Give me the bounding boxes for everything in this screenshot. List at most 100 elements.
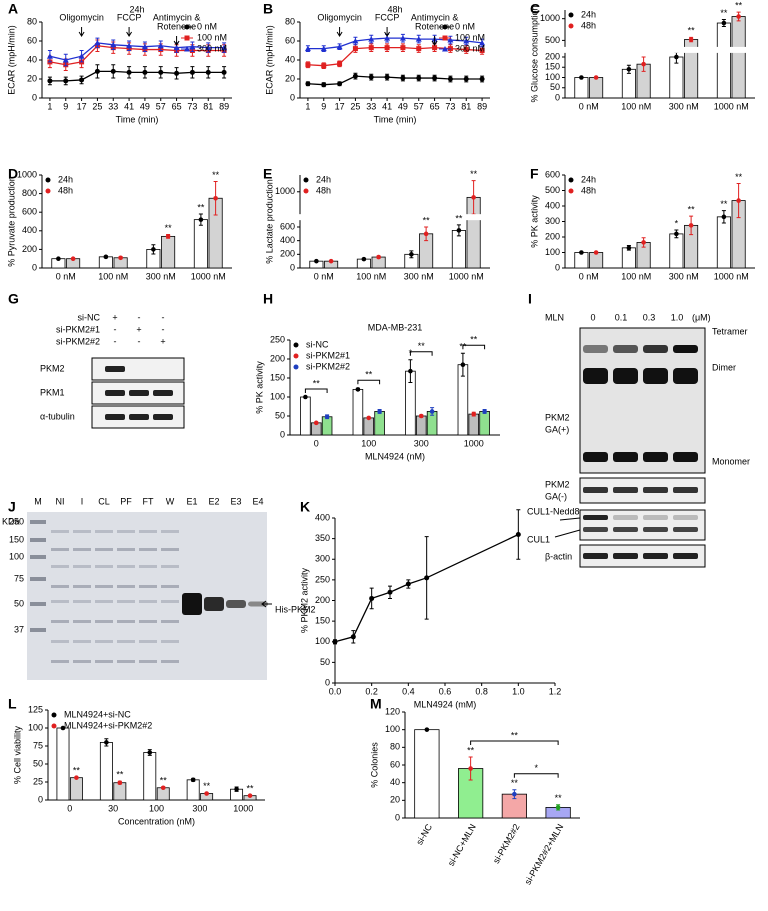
legend-label: 24h	[58, 174, 73, 184]
bracket	[304, 388, 328, 393]
legend-label: 24h	[581, 9, 596, 19]
y-tick-label: 50	[320, 657, 330, 667]
sign: +	[112, 312, 117, 322]
band	[643, 527, 668, 532]
legend-marker	[184, 46, 190, 52]
x-tick-label: 81	[461, 101, 471, 111]
data-point	[337, 61, 343, 67]
data-point	[368, 36, 375, 42]
data-point	[361, 256, 367, 262]
data-point	[160, 785, 166, 791]
data-point	[479, 48, 485, 53]
significance-label: **	[735, 1, 743, 11]
chart-title: MDA-MB-231	[368, 322, 423, 332]
lane-label: NI	[56, 496, 65, 506]
bar	[186, 779, 200, 801]
x-tick-label: 17	[335, 101, 345, 111]
x-tick-label: 41	[382, 101, 392, 111]
annotation-arrow	[431, 36, 438, 46]
y-tick-label: 40	[285, 54, 295, 64]
data-point	[205, 69, 211, 75]
data-point	[368, 45, 374, 51]
band	[139, 548, 157, 551]
x-tick-label: 65	[430, 101, 440, 111]
band	[73, 640, 91, 643]
x-tick-label: 25	[92, 101, 102, 111]
x-tick-label: 300	[414, 438, 429, 448]
y-tick-label: 0	[280, 429, 285, 439]
x-tick-label: 100 nM	[621, 271, 651, 281]
x-tick-label: 0.8	[475, 686, 488, 696]
y-tick-label: 20	[390, 795, 400, 805]
data-point	[198, 217, 204, 222]
bar	[321, 416, 333, 436]
series-line	[307, 37, 483, 50]
data-point	[74, 775, 79, 780]
band	[73, 620, 91, 623]
y-axis-label: ECAR (mpH/min)	[264, 25, 274, 95]
bar	[99, 742, 113, 801]
band	[613, 515, 638, 520]
y-tick-label: 120	[385, 706, 400, 716]
data-point	[416, 46, 422, 52]
bar	[161, 235, 176, 269]
x-tick-label: 49	[140, 101, 150, 111]
band	[51, 548, 69, 551]
legend-marker	[568, 177, 574, 183]
x-tick-label: si-NC	[414, 822, 434, 847]
band	[643, 345, 668, 353]
band	[643, 368, 668, 384]
panel-letter: D	[8, 166, 18, 182]
data-point	[366, 415, 372, 421]
data-point	[328, 258, 334, 264]
row-label: β-actin	[545, 551, 572, 561]
y-tick-label: 250	[270, 334, 285, 344]
dose-label: 0.3	[643, 312, 656, 322]
band	[673, 515, 698, 520]
x-tick-label: 100 nM	[98, 271, 128, 281]
data-point	[147, 750, 153, 755]
legend-label: 0 nM	[197, 21, 217, 31]
y-tick-label: 0	[32, 262, 37, 272]
lane-label: E2	[208, 496, 219, 506]
band	[161, 600, 179, 603]
x-tick-label: 100 nM	[356, 271, 386, 281]
data-point	[190, 777, 196, 783]
legend-label: 300 nM	[455, 43, 485, 53]
band	[583, 553, 608, 559]
data-point	[157, 42, 164, 49]
legend-marker	[568, 23, 574, 29]
panel-letter: E	[263, 166, 272, 182]
data-point	[221, 69, 227, 75]
data-point	[479, 76, 485, 82]
data-point	[424, 575, 430, 581]
data-point	[305, 62, 311, 68]
y-tick-label: 20	[27, 73, 37, 83]
band	[643, 515, 668, 520]
sign: +	[136, 324, 141, 334]
panel-letter: F	[530, 166, 539, 182]
bar	[731, 16, 746, 99]
x-tick-label: si-PKM2#2+MLN	[523, 822, 566, 886]
data-point	[303, 394, 308, 400]
data-point	[674, 54, 679, 60]
data-point	[304, 45, 311, 52]
data-point	[447, 76, 453, 82]
data-point	[376, 254, 381, 260]
bracket-label: **	[313, 378, 321, 388]
band	[583, 515, 608, 520]
sign: -	[138, 336, 141, 346]
band	[673, 553, 698, 559]
x-tick-label: 100	[149, 803, 164, 813]
band	[161, 660, 179, 663]
significance-label: **	[197, 202, 205, 212]
band	[95, 600, 113, 603]
x-tick-label: 1000	[233, 803, 253, 813]
data-point	[593, 250, 599, 255]
significance-label: **	[160, 775, 168, 785]
band	[139, 620, 157, 623]
data-point	[205, 44, 212, 51]
bar	[574, 77, 589, 99]
data-point	[468, 766, 473, 771]
x-tick-label: 57	[156, 101, 166, 111]
